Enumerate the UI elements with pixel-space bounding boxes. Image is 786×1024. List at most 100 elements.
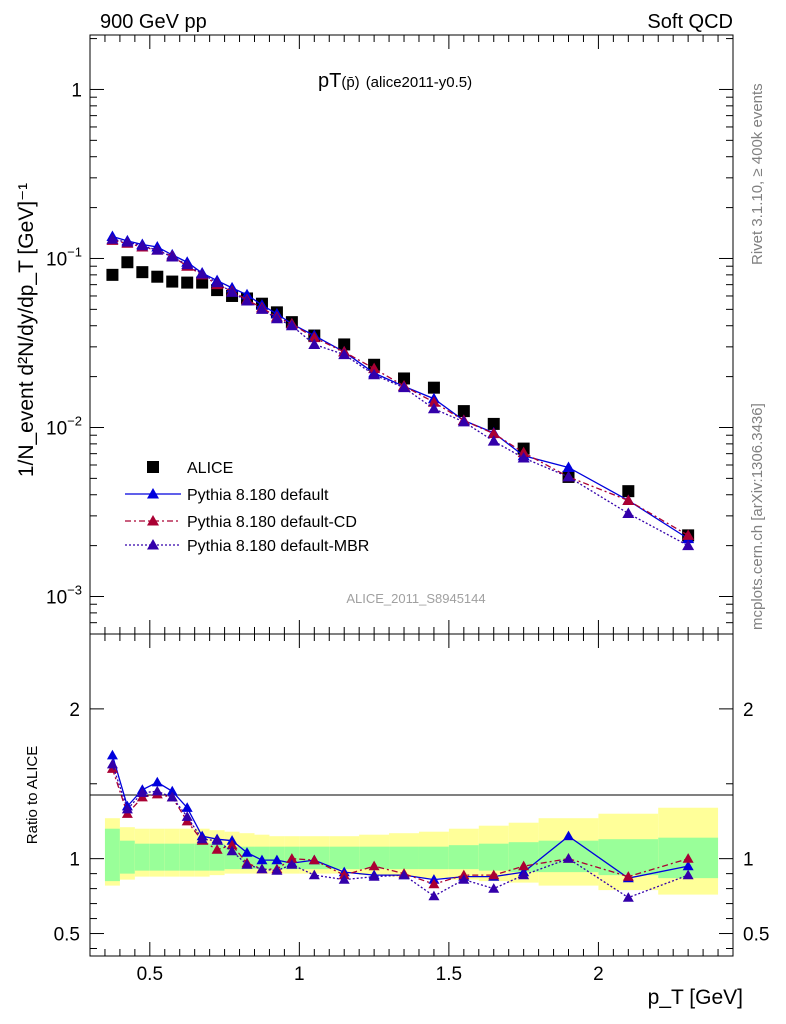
legend-marker-cd	[147, 515, 159, 526]
ratio-point-mbr	[226, 845, 238, 856]
data-point-default	[562, 461, 575, 472]
band-inner	[164, 843, 180, 871]
x-tick-label: 1.5	[436, 964, 462, 985]
ratio-point-cd	[308, 854, 320, 865]
ratio-point-default	[271, 854, 283, 865]
ratio-point-mbr	[622, 892, 634, 902]
band-inner	[179, 843, 195, 871]
legend: ALICE Pythia 8.180 default Pythia 8.180 de…	[125, 460, 369, 555]
band-inner	[194, 843, 210, 871]
ratio-point-mbr	[458, 874, 470, 884]
band-inner	[149, 843, 165, 871]
data-point-mbr	[308, 338, 321, 349]
data-point-mbr	[255, 303, 268, 314]
data-point-alice	[338, 338, 351, 351]
legend-marker-alice	[147, 461, 159, 473]
ratio-point-cd	[518, 860, 530, 871]
ratio-point-mbr	[286, 859, 298, 869]
main-y-tick-label: 10−2	[46, 413, 82, 439]
data-point-alice	[427, 381, 440, 394]
x-axis-label: p_T [GeV]	[648, 986, 743, 1009]
ratio-y-tick-label-left: 2	[69, 700, 80, 721]
ratio-y-tick-labels: 2 2 1 1 0.5 0.5	[54, 700, 770, 946]
ratio-point-cd	[368, 860, 380, 871]
ratio-point-cd	[211, 844, 223, 854]
series-mbr	[106, 233, 695, 551]
data-point-mbr	[181, 258, 194, 270]
data-point-cd	[368, 362, 381, 374]
band-inner	[119, 840, 135, 874]
analysis-watermark: ALICE_2011_S8945144	[346, 591, 485, 606]
data-point-alice	[398, 372, 411, 385]
ratio-x-tick-labels: 0.5 1 1.5 2	[137, 964, 604, 985]
header-right: Soft QCD	[647, 11, 733, 33]
data-point-cd	[308, 331, 321, 343]
data-point-mbr	[241, 295, 254, 306]
legend-label: ALICE	[187, 460, 233, 477]
ratio-point-mbr	[211, 835, 223, 845]
band-inner	[104, 828, 120, 882]
data-point-alice	[457, 405, 470, 418]
ratio-point-cd	[488, 869, 500, 880]
data-point-alice	[106, 268, 119, 281]
data-point-mbr	[338, 348, 351, 360]
data-point-alice	[487, 417, 500, 430]
legend-item-default: Pythia 8.180 default	[125, 487, 329, 504]
data-point-mbr	[121, 236, 134, 247]
x-tick-label: 0.5	[137, 964, 163, 985]
data-point-cd	[622, 494, 635, 505]
ratio-plot-area	[106, 749, 694, 902]
main-plot-area	[106, 230, 695, 551]
data-point-alice	[121, 256, 134, 269]
ratio-point-mbr	[121, 803, 133, 814]
ratio-frame	[89, 633, 734, 957]
ratio-series-mbr	[106, 758, 694, 902]
data-point-alice	[136, 266, 149, 279]
ratio-point-default	[166, 785, 178, 796]
ratio-point-mbr	[136, 787, 148, 797]
data-point-alice	[151, 270, 164, 283]
ratio-y-axis-label: Ratio to ALICE	[24, 746, 41, 844]
main-y-tick-label: 10−1	[46, 244, 82, 270]
ratio-point-default	[256, 854, 268, 865]
band-inner	[478, 843, 509, 871]
ratio-point-cd	[286, 853, 298, 863]
legend-item-mbr: Pythia 8.180 default-MBR	[125, 538, 369, 555]
ratio-panel: 2 2 1 1 0.5 0.5 0.5 1 1.5 2 Ratio to ALICE p_T […	[24, 633, 770, 1009]
ratio-point-default	[241, 847, 253, 857]
main-y-axis-label: 1/N_event d²N/dy/dp_T [GeV]⁻¹	[15, 183, 38, 477]
data-point-mbr	[457, 415, 470, 427]
ratio-point-mbr	[488, 883, 500, 893]
legend-label: Pythia 8.180 default	[187, 487, 329, 504]
data-point-mbr	[136, 239, 149, 251]
data-point-mbr	[106, 233, 119, 244]
data-point-mbr	[517, 451, 530, 463]
data-point-mbr	[226, 286, 239, 297]
ratio-line-default	[111, 755, 689, 881]
ratio-point-cd	[622, 871, 634, 881]
ratio-point-mbr	[518, 869, 530, 880]
mcplots-label: mcplots.cern.ch [arXiv:1306.3436]	[749, 403, 766, 630]
main-ticks	[89, 35, 734, 635]
ratio-point-mbr	[308, 869, 320, 880]
data-point-alice	[196, 276, 209, 289]
ratio-point-mbr	[106, 758, 118, 769]
legend-item-alice: ALICE	[147, 460, 233, 477]
main-y-tick-labels: 1 10−1 10−2 10−3	[46, 80, 82, 608]
ratio-point-default	[682, 860, 694, 871]
ratio-point-mbr	[398, 869, 410, 880]
legend-label: Pythia 8.180 default-CD	[187, 514, 357, 531]
plot-title-tag: (alice2011-y0.5)	[366, 74, 472, 91]
ratio-point-cd	[428, 878, 440, 889]
ratio-point-cd	[226, 839, 238, 850]
ratio-y-tick-label-right: 2	[743, 700, 754, 721]
main-panel: 1 10−1 10−2 10−3 pT(p̄) (alice2011-y0.5) ALI…	[15, 34, 734, 635]
ratio-point-mbr	[563, 853, 575, 863]
x-tick-label: 2	[593, 964, 604, 985]
band-inner	[418, 846, 449, 870]
data-point-cd	[517, 446, 530, 458]
data-point-alice	[166, 275, 179, 288]
ratio-point-mbr	[338, 874, 350, 884]
ratio-y-tick-label-right: 1	[743, 850, 754, 871]
legend-marker-mbr	[147, 539, 159, 550]
